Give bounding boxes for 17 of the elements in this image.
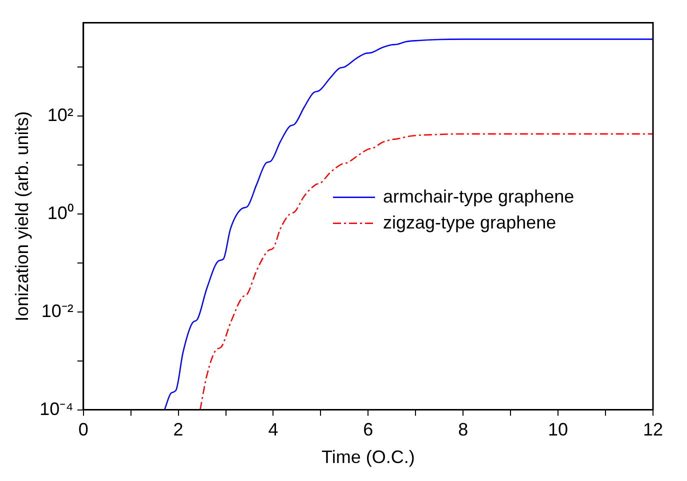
line-series [164,38,653,410]
x-tick-label: 8 [458,420,468,440]
x-tick-label: 0 [78,420,88,440]
x-tick-label: 4 [268,420,278,440]
x-tick-label: 10 [548,420,568,440]
y-axis-title: Ionization yield (arb. units) [12,111,32,322]
y-tick-label: 10⁻⁴ [40,398,74,419]
x-tick-label: 6 [363,420,374,440]
y-tick-label: 10⁰ [47,202,74,223]
legend-label: zigzag-type graphene [383,212,556,232]
x-tick-label: 12 [642,420,664,440]
y-tick-label: 10⁻² [41,300,74,321]
line-series [199,133,653,410]
legend-label: armchair-type graphene [383,186,574,206]
y-tick-label: 10² [47,104,74,125]
x-axis-title: Time (O.C.) [322,447,415,468]
x-tick-label: 2 [173,420,184,440]
